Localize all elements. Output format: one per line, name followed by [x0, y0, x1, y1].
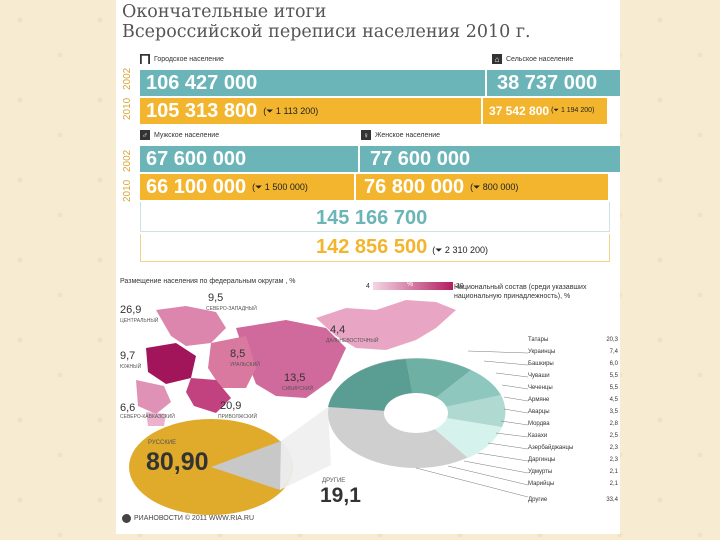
year-label-2010-a: 2010: [122, 97, 133, 120]
female-2010-bar: 76 800 000 (⏷ 800 000): [356, 174, 608, 200]
rural-header: ⌂ Сельское население: [492, 52, 573, 66]
rural-2002-bar: 38 737 000: [487, 70, 620, 96]
district-value-volga: 20,9: [220, 400, 242, 412]
others-slice: [211, 441, 292, 490]
district-label-far-east: ДАЛЬНЕВОСТОЧНЫЙ: [326, 338, 379, 344]
ria-logo-icon: [122, 514, 131, 523]
district-label-volga: ПРИВОЛЖСКИЙ: [218, 414, 258, 420]
male-icon: ♂: [140, 130, 150, 140]
district-label-ural: УРАЛЬСКИЙ: [230, 362, 260, 368]
district-value-north-caucasus: 6,6: [120, 402, 136, 414]
district-value-north-west: 9,5: [208, 292, 224, 304]
donut-slice-4: [416, 395, 506, 427]
urban-header: ▇ Городское население: [140, 54, 224, 64]
region-central: [146, 343, 196, 384]
male-change: (⏷ 1 500 000): [252, 181, 308, 192]
total-2010-group: 142 856 500 (⏷ 2 310 200): [316, 236, 488, 259]
ethnic-row: Аварцы 3,5: [528, 409, 618, 415]
district-value-ural: 8,5: [230, 348, 246, 360]
map-legend: 4 % 30: [366, 281, 464, 290]
map-title: Размещение населения по федеральным окру…: [120, 278, 296, 285]
ethnic-row: Марийцы 2,1: [528, 481, 618, 487]
region-ural: [208, 336, 256, 388]
region-southern: [136, 380, 171, 414]
ethnic-row: Чеченцы 5,5: [528, 385, 618, 391]
legend-gradient: %: [372, 281, 453, 290]
ethnic-row: Другие 33,4: [528, 497, 618, 503]
total-2002: 145 166 700: [316, 207, 428, 229]
totals-box: [140, 202, 610, 232]
ethnic-row: Удмурты 2,1: [528, 469, 618, 475]
leader-lines: [415, 350, 529, 498]
others-label: ДРУГИЕ: [322, 478, 346, 484]
ethnic-row: Чуваши 5,5: [528, 373, 618, 379]
district-value-central: 26,9: [120, 304, 142, 316]
female-change: (⏷ 800 000): [470, 181, 519, 192]
ethnic-charts: [129, 350, 529, 515]
legend-min: 4: [366, 282, 370, 290]
urban-2002-bar: 106 427 000: [140, 70, 485, 96]
region-north-caucasus: [146, 412, 166, 426]
district-label-southern: ЮЖНЫЙ: [120, 364, 142, 370]
female-2002-bar: 77 600 000: [360, 146, 620, 172]
ethnic-row: Даргинцы 2,3: [528, 457, 618, 463]
total-change: (⏷ 2 310 200): [432, 245, 488, 255]
ethnic-row: Казахи 2,5: [528, 433, 618, 439]
male-2010-bar: 66 100 000 (⏷ 1 500 000): [140, 174, 354, 200]
district-value-far-east: 4,4: [330, 324, 346, 336]
year-label-2010-b: 2010: [122, 179, 133, 202]
infographic-title: Окончательные итоги Всероссийской перепи…: [122, 2, 531, 42]
ethnic-row: Армяне 4,5: [528, 397, 618, 403]
ethnic-row: Башкиры 6,0: [528, 361, 618, 367]
year-label-2002-a: 2002: [122, 67, 133, 90]
ethnic-row: Мордва 2,8: [528, 421, 618, 427]
house-icon: ⌂: [492, 54, 502, 64]
rural-change: (⏷ 1 194 200): [551, 107, 595, 114]
female-header: ♀ Женское население: [361, 130, 441, 140]
footer: РИАНОВОСТИ © 2011 WWW.RIA.RU: [122, 514, 254, 523]
year-label-2002-b: 2002: [122, 149, 133, 172]
ethnic-row: Азербайджанцы 2,3: [528, 445, 618, 451]
rural-2010-bar: 37 542 800 (⏷ 1 194 200): [483, 98, 607, 124]
female-icon: ♀: [361, 130, 371, 140]
district-label-siberian: СИБИРСКИЙ: [282, 386, 314, 392]
building-icon: ▇: [140, 54, 150, 64]
total-2010: 142 856 500: [316, 236, 428, 258]
male-2002-bar: 67 600 000: [140, 146, 358, 172]
urban-2010-bar: 105 313 800 (⏷ 1 113 200): [140, 98, 481, 124]
others-donut: [328, 358, 506, 468]
russians-label: РУССКИЕ: [148, 440, 177, 446]
others-connector: [280, 407, 331, 490]
others-value: 19,1: [320, 484, 361, 507]
district-label-north-caucasus: СЕВЕРО-КАВКАЗСКИЙ: [120, 414, 175, 420]
infographic-slide: Окончательные итоги Всероссийской перепи…: [116, 0, 620, 534]
ethnic-title-line1: Национальный состав (среди указавших: [454, 284, 587, 291]
russians-pie: [129, 407, 331, 515]
russia-map: [136, 300, 456, 426]
region-north-west: [156, 306, 226, 346]
urban-change: (⏷ 1 113 200): [263, 105, 319, 116]
male-header: ♂ Мужское население: [140, 130, 220, 140]
ethnic-row: Татары 20,3: [528, 337, 618, 343]
legend-max: 30: [455, 282, 464, 290]
district-value-siberian: 13,5: [284, 372, 306, 384]
russians-value: 80,90: [146, 448, 209, 476]
region-far-east: [316, 300, 456, 350]
region-volga: [186, 378, 231, 413]
donut-hole: [384, 393, 448, 433]
district-value-southern: 9,7: [120, 350, 136, 362]
legend-unit: %: [406, 281, 414, 288]
region-siberian: [236, 320, 346, 398]
ethnic-title-line2: национальную принадлежность), %: [454, 293, 571, 300]
district-label-north-west: СЕВЕРО-ЗАПАДНЫЙ: [206, 306, 257, 312]
totals-box-2010: [140, 234, 610, 262]
ethnic-row: Украинцы 7,4: [528, 349, 618, 355]
district-label-central: ЦЕНТРАЛЬНЫЙ: [120, 318, 159, 324]
